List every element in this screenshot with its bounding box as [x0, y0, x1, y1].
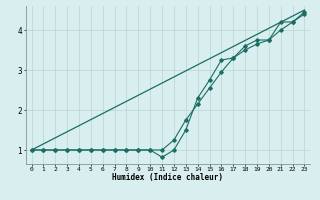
X-axis label: Humidex (Indice chaleur): Humidex (Indice chaleur)	[113, 173, 223, 182]
